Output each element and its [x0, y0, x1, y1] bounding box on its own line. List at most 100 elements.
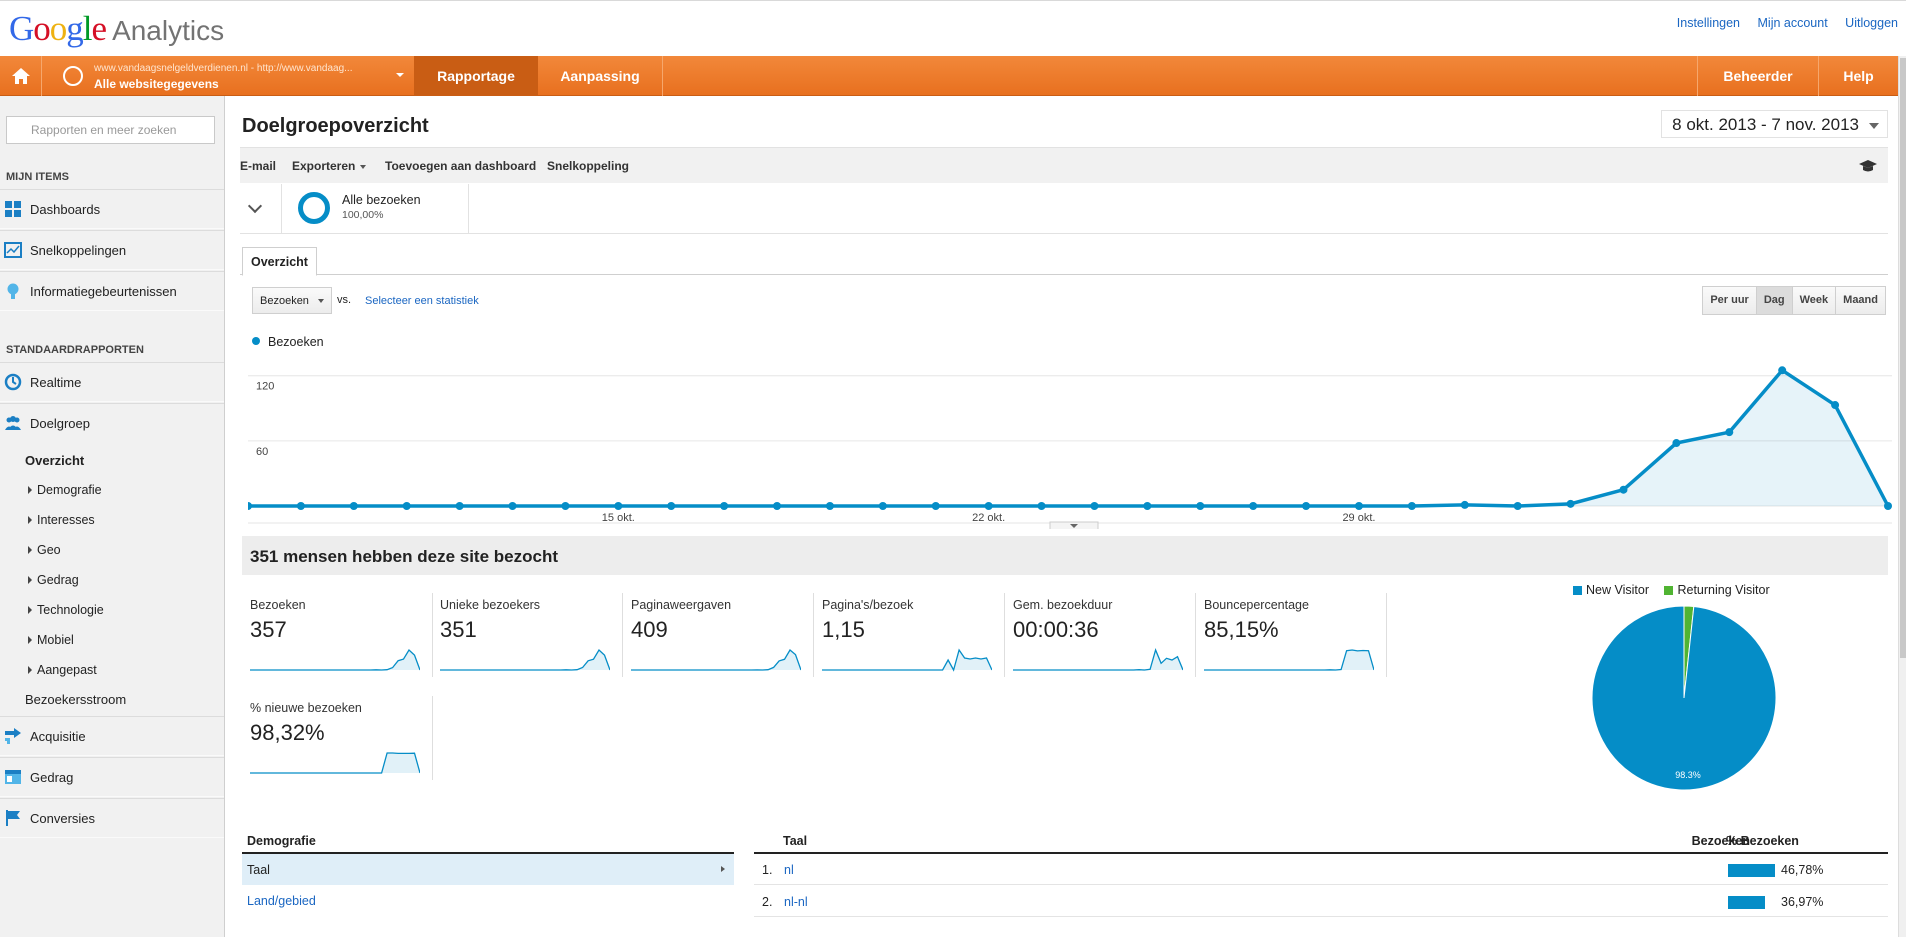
data-point[interactable] [1143, 502, 1152, 510]
export-button[interactable]: Exporteren [292, 159, 367, 173]
sidebar-item-demografie[interactable]: Demografie [28, 483, 102, 497]
granularity-day-button[interactable]: Dag [1756, 287, 1793, 314]
data-point[interactable] [1725, 428, 1734, 437]
data-point[interactable] [1090, 502, 1099, 510]
tab-aanpassing[interactable]: Aanpassing [538, 56, 663, 96]
sidebar-item-geo[interactable]: Geo [28, 543, 61, 557]
data-point[interactable] [1407, 502, 1416, 510]
metric-tile[interactable]: Paginaweergaven 409 [623, 593, 814, 677]
sidebar-item-conversies[interactable]: Conversies [0, 798, 224, 838]
metric-value: 409 [631, 617, 668, 642]
sidebar-item-intelligence[interactable]: Informatiegebeurtenissen [0, 271, 224, 311]
email-button[interactable]: E-mail [240, 159, 277, 173]
data-point[interactable] [1460, 500, 1469, 509]
scrollbar-thumb[interactable] [1900, 58, 1906, 658]
data-point[interactable] [931, 502, 940, 510]
sidebar-item-overzicht[interactable]: Overzicht [25, 453, 85, 468]
data-point[interactable] [296, 502, 305, 510]
data-point[interactable] [248, 502, 252, 510]
row-label[interactable]: Land/gebied [247, 894, 316, 908]
segment-all-visits[interactable]: Alle bezoeken 100,00% [281, 184, 469, 234]
data-point[interactable] [667, 502, 676, 510]
data-point[interactable] [1196, 502, 1205, 510]
sidebar-item-acquisitie[interactable]: Acquisitie [0, 716, 224, 756]
chevron-down-icon [318, 299, 324, 303]
metric-tile[interactable]: Bouncepercentage 85,15% [1196, 593, 1387, 677]
granularity-month-button[interactable]: Maand [1836, 287, 1885, 314]
tab-help[interactable]: Help [1818, 56, 1898, 96]
tab-rapportage[interactable]: Rapportage [414, 56, 538, 96]
data-point[interactable] [1672, 439, 1681, 448]
sidebar-item-bezoekersstroom[interactable]: Bezoekersstroom [25, 692, 127, 707]
settings-link[interactable]: Instellingen [1676, 16, 1741, 30]
sidebar-item-mobiel[interactable]: Mobiel [28, 633, 74, 647]
data-point[interactable] [773, 502, 782, 510]
sidebar-item-gedrag[interactable]: Gedrag [0, 757, 224, 797]
demografie-row-land[interactable]: Land/gebied [242, 885, 734, 916]
data-point[interactable] [455, 502, 464, 510]
sparkline-area [250, 753, 420, 773]
home-button[interactable] [0, 56, 42, 96]
select-statistic-link[interactable]: Selecteer een statistiek [365, 295, 479, 307]
account-selector[interactable]: www.vandaagsnelgeldverdienen.nl - http:/… [52, 62, 412, 92]
sidebar-item-shortcuts[interactable]: Snelkoppelingen [0, 230, 224, 270]
sidebar-item-gedrag-sub[interactable]: Gedrag [28, 573, 79, 587]
x-tick-label: 29 okt. [1342, 512, 1375, 524]
granularity-week-button[interactable]: Week [1792, 287, 1837, 314]
tab-beheerder[interactable]: Beheerder [1697, 56, 1818, 96]
data-point[interactable] [825, 502, 834, 510]
data-point[interactable] [1302, 502, 1311, 510]
search-input[interactable]: Rapporten en meer zoeken [6, 116, 215, 144]
language-link[interactable]: nl [784, 863, 794, 877]
sidebar-item-aangepast[interactable]: Aangepast [28, 663, 97, 677]
google-analytics-logo[interactable]: Google Analytics [9, 9, 224, 49]
data-point[interactable] [1566, 499, 1575, 508]
sidebar-item-doelgroep[interactable]: Doelgroep [0, 403, 224, 443]
data-point[interactable] [1619, 485, 1628, 494]
sidebar-item-technologie[interactable]: Technologie [28, 603, 104, 617]
chevron-right-icon [28, 606, 32, 614]
metric-tile[interactable]: Bezoeken 357 [242, 593, 433, 677]
sidebar-item-interesses[interactable]: Interesses [28, 513, 95, 527]
data-point[interactable] [614, 502, 623, 510]
metric-select-value: Bezoeken [260, 295, 309, 307]
sidebar: Rapporten en meer zoeken MIJN ITEMS Dash… [0, 96, 225, 937]
graduation-cap-icon[interactable] [1858, 159, 1878, 173]
pie-slice[interactable] [1591, 605, 1777, 791]
data-point[interactable] [1249, 502, 1258, 510]
metric-select[interactable]: Bezoeken [252, 287, 332, 314]
granularity-hour-button[interactable]: Per uur [1703, 287, 1757, 314]
chevron-right-icon [721, 866, 725, 872]
page-scrollbar[interactable] [1898, 56, 1906, 937]
data-point[interactable] [720, 502, 729, 510]
metric-tile[interactable]: Pagina's/bezoek 1,15 [814, 593, 1005, 677]
data-point[interactable] [402, 502, 411, 510]
logout-link[interactable]: Uitloggen [1845, 16, 1898, 30]
demografie-row-taal[interactable]: Taal [242, 854, 734, 885]
data-point[interactable] [878, 502, 887, 510]
language-link[interactable]: nl-nl [784, 895, 808, 909]
shortcut-button[interactable]: Snelkoppeling [547, 159, 630, 173]
chevron-down-icon[interactable] [247, 198, 263, 214]
data-point[interactable] [1037, 502, 1046, 510]
data-point[interactable] [1778, 366, 1787, 375]
data-point[interactable] [1513, 502, 1522, 510]
metric-tile[interactable]: % nieuwe bezoeken 98,32% [242, 696, 433, 780]
data-point[interactable] [1831, 401, 1840, 410]
metric-tile[interactable]: Unieke bezoekers 351 [432, 593, 623, 677]
data-point[interactable] [984, 502, 993, 510]
data-point[interactable] [349, 502, 358, 510]
sidebar-item-dashboards[interactable]: Dashboards [0, 189, 224, 229]
date-range-picker[interactable]: 8 okt. 2013 - 7 nov. 2013 [1661, 110, 1888, 138]
tab-overzicht[interactable]: Overzicht [242, 247, 317, 276]
metric-tile[interactable]: Gem. bezoekduur 00:00:36 [1005, 593, 1196, 677]
add-to-dashboard-button[interactable]: Toevoegen aan dashboard [385, 159, 537, 173]
data-point[interactable] [1884, 502, 1892, 510]
data-point[interactable] [1354, 502, 1363, 510]
my-account-link[interactable]: Mijn account [1757, 16, 1828, 30]
data-point[interactable] [561, 502, 570, 510]
segment-name: Alle bezoeken [342, 193, 421, 207]
data-point[interactable] [508, 502, 517, 510]
sparkline-line [631, 649, 801, 671]
sidebar-item-realtime[interactable]: Realtime [0, 362, 224, 402]
